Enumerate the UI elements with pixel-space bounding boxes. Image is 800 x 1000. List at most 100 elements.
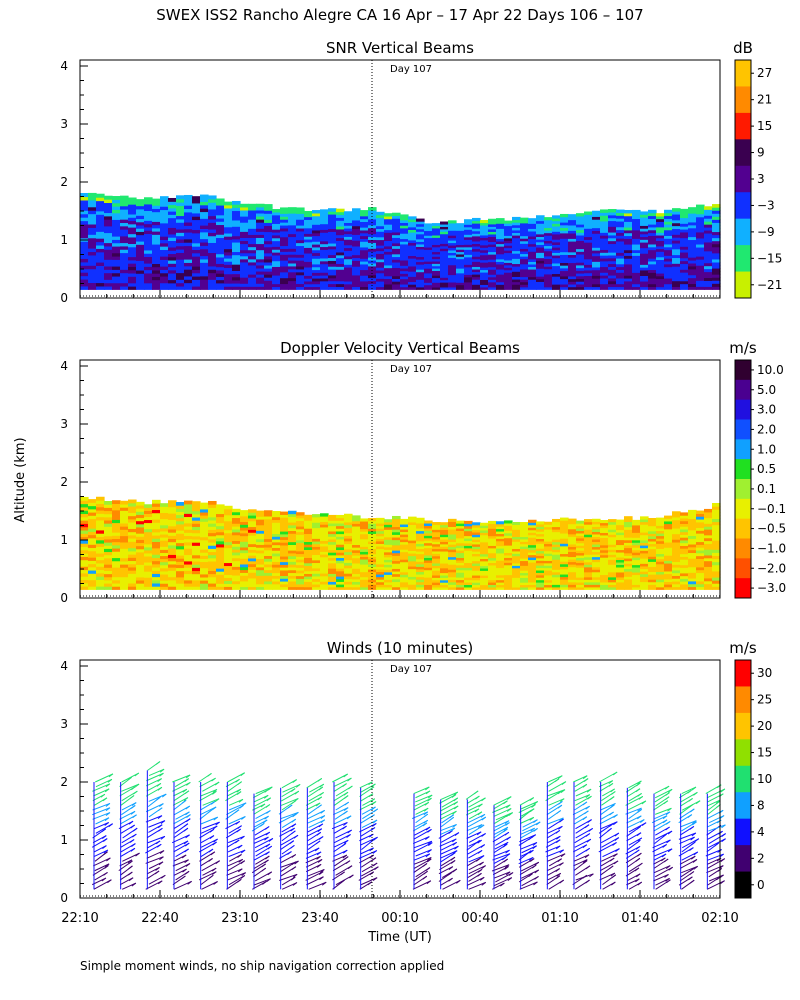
wind-barb-flag <box>161 793 167 798</box>
heatmap-cell <box>648 221 657 225</box>
heatmap-cell <box>392 251 401 255</box>
heatmap-cell <box>704 206 713 210</box>
heatmap-cell <box>544 550 553 554</box>
heatmap-cell <box>264 572 273 576</box>
heatmap-cell <box>296 583 305 588</box>
heatmap-cell <box>520 225 529 229</box>
heatmap-cell <box>664 565 673 569</box>
heatmap-cell <box>344 280 353 285</box>
heatmap-cell <box>232 213 241 218</box>
heatmap-cell <box>552 549 561 553</box>
heatmap-cell <box>616 556 625 561</box>
heatmap-cell <box>432 586 441 590</box>
heatmap-cell <box>584 529 593 533</box>
heatmap-cell <box>680 539 689 544</box>
heatmap-cell <box>640 537 649 541</box>
heatmap-cell <box>592 543 601 548</box>
heatmap-cell <box>592 528 601 532</box>
heatmap-cell <box>576 229 585 233</box>
heatmap-cell <box>424 270 433 274</box>
heatmap-cell <box>680 578 689 582</box>
heatmap-cell <box>616 576 625 580</box>
heatmap-cell <box>280 227 289 232</box>
heatmap-cell <box>432 272 441 276</box>
heatmap-cell <box>656 264 665 269</box>
heatmap-cell <box>184 272 193 277</box>
heatmap-cell <box>472 527 481 531</box>
heatmap-cell <box>592 241 601 246</box>
heatmap-cell <box>224 261 233 265</box>
heatmap-cell <box>568 574 577 578</box>
heatmap-cell <box>184 538 193 543</box>
colorbar-label: 0.5 <box>757 462 776 476</box>
heatmap-cell <box>96 214 105 219</box>
heatmap-cell <box>568 275 577 280</box>
heatmap-cell <box>672 572 681 576</box>
heatmap-cell <box>512 574 521 578</box>
wind-barb-flag <box>237 868 243 873</box>
heatmap-cell <box>216 198 225 203</box>
heatmap-cell <box>344 225 353 229</box>
heatmap-cell <box>672 547 681 551</box>
heatmap-cell <box>528 263 537 268</box>
heatmap-cell <box>472 271 481 275</box>
heatmap-cell <box>160 202 169 207</box>
heatmap-cell <box>624 209 633 214</box>
heatmap-cell <box>696 524 705 529</box>
heatmap-cell <box>656 240 665 244</box>
heatmap-cell <box>208 232 217 237</box>
heatmap-cell <box>328 528 337 532</box>
heatmap-cell <box>480 553 489 557</box>
heatmap-cell <box>224 571 233 575</box>
heatmap-cell <box>472 551 481 555</box>
heatmap-cell <box>496 240 505 245</box>
heatmap-cell <box>584 280 593 285</box>
heatmap-cell <box>376 267 385 271</box>
heatmap-cell <box>384 253 393 258</box>
heatmap-cell <box>480 242 489 246</box>
heatmap-cell <box>608 549 617 553</box>
heatmap-cell <box>112 503 121 508</box>
heatmap-cell <box>216 580 225 584</box>
heatmap-cell <box>152 256 161 261</box>
heatmap-cell <box>656 259 665 263</box>
heatmap-cell <box>96 248 105 253</box>
heatmap-cell <box>280 542 289 546</box>
heatmap-cell <box>704 286 713 290</box>
heatmap-cell <box>480 257 489 261</box>
heatmap-cell <box>504 240 513 244</box>
heatmap-cell <box>624 539 633 543</box>
heatmap-cell <box>528 554 537 558</box>
heatmap-cell <box>584 253 593 257</box>
heatmap-cell <box>136 551 145 556</box>
heatmap-cell <box>664 547 673 551</box>
heatmap-cell <box>608 214 617 219</box>
heatmap-cell <box>640 269 649 274</box>
heatmap-cell <box>384 245 393 250</box>
heatmap-cell <box>304 568 313 572</box>
heatmap-cell <box>624 252 633 256</box>
heatmap-cell <box>424 574 433 578</box>
heatmap-cell <box>480 254 489 258</box>
heatmap-cell <box>376 538 385 542</box>
heatmap-cell <box>136 564 145 569</box>
heatmap-cell <box>552 518 561 523</box>
heatmap-cell <box>600 576 609 581</box>
heatmap-cell <box>712 237 721 242</box>
heatmap-cell <box>176 265 185 270</box>
heatmap-cell <box>216 540 225 545</box>
heatmap-cell <box>216 516 225 521</box>
heatmap-cell <box>432 242 441 245</box>
heatmap-cell <box>280 207 289 211</box>
heatmap-cell <box>568 262 577 266</box>
heatmap-cell <box>128 256 137 261</box>
heatmap-cell <box>480 276 489 280</box>
heatmap-cell <box>120 255 129 260</box>
heatmap-cell <box>400 259 409 264</box>
heatmap-cell <box>624 226 633 231</box>
heatmap-cell <box>640 555 649 559</box>
heatmap-cell <box>200 221 209 226</box>
heatmap-cell <box>568 238 577 242</box>
heatmap-cell <box>288 230 297 235</box>
heatmap-cell <box>520 555 529 559</box>
